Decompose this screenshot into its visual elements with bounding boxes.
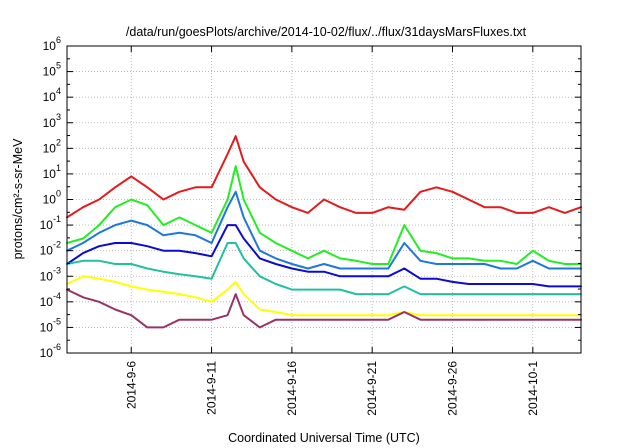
chart-title: /data/run/goesPlots/archive/2014-10-02/f… xyxy=(126,25,527,39)
y-tick-base: 10 xyxy=(43,167,57,181)
x-tick-label: 2014-9-16 xyxy=(285,361,299,416)
y-tick-exponent: -1 xyxy=(53,214,61,224)
x-tick-label: 2014-9-21 xyxy=(365,361,379,416)
y-tick-label: 10-4 xyxy=(40,291,61,309)
series-line-5 xyxy=(66,242,582,296)
y-tick-label: 106 xyxy=(43,35,61,53)
y-tick-base: 10 xyxy=(43,141,57,155)
y-tick-exponent: -3 xyxy=(53,265,61,275)
y-tick-label: 10-1 xyxy=(40,214,61,232)
y-tick-exponent: 3 xyxy=(56,112,61,122)
y-tick-label: 10-6 xyxy=(40,342,61,360)
y-tick-exponent: 6 xyxy=(56,35,61,45)
grid-lines xyxy=(67,46,581,353)
series-lines xyxy=(66,135,582,329)
y-tick-base: 10 xyxy=(43,39,57,53)
y-tick-base: 10 xyxy=(43,65,57,79)
y-tick-exponent: -4 xyxy=(53,291,61,301)
y-tick-base: 10 xyxy=(40,346,54,360)
series-line-1 xyxy=(66,135,582,219)
series-line-3 xyxy=(66,190,582,270)
x-tick-label: 2014-10-1 xyxy=(526,361,540,416)
y-tick-label: 105 xyxy=(43,61,61,79)
x-axis-ticks: 2014-9-6 2014-9-11 2014-9-16 2014-9-21 2014-… xyxy=(124,46,540,416)
y-tick-base: 10 xyxy=(40,244,54,258)
x-axis-label: Coordinated Universal Time (UTC) xyxy=(228,431,420,445)
y-tick-label: 10-3 xyxy=(40,265,61,283)
y-axis-ticks: 10-610-510-410-310-210-11001011021031041… xyxy=(40,35,581,360)
y-tick-label: 103 xyxy=(43,112,61,130)
y-tick-base: 10 xyxy=(43,90,57,104)
y-tick-label: 102 xyxy=(43,137,61,155)
y-tick-exponent: -2 xyxy=(53,240,61,250)
y-tick-exponent: 4 xyxy=(56,86,61,96)
y-tick-base: 10 xyxy=(40,218,54,232)
y-tick-exponent: -6 xyxy=(53,342,61,352)
y-tick-label: 10-5 xyxy=(40,316,61,334)
y-tick-base: 10 xyxy=(43,193,57,207)
y-axis-label: protons/cm²-s-sr-MeV xyxy=(11,138,25,260)
series-line-7 xyxy=(66,288,582,329)
x-tick-label: 2014-9-11 xyxy=(205,361,219,415)
y-tick-label: 10-2 xyxy=(40,240,61,258)
series-line-4 xyxy=(66,224,582,288)
y-tick-label: 104 xyxy=(43,86,61,104)
y-tick-base: 10 xyxy=(43,116,57,130)
y-tick-exponent: 5 xyxy=(56,61,61,71)
y-tick-base: 10 xyxy=(40,295,54,309)
y-tick-base: 10 xyxy=(40,269,54,283)
series-line-2 xyxy=(66,165,582,265)
y-tick-exponent: 0 xyxy=(56,189,61,199)
y-tick-label: 101 xyxy=(43,163,61,181)
x-tick-label: 2014-9-6 xyxy=(124,361,138,409)
y-tick-exponent: -5 xyxy=(53,316,61,326)
y-tick-exponent: 1 xyxy=(56,163,61,173)
y-tick-label: 100 xyxy=(43,189,61,207)
y-tick-base: 10 xyxy=(40,320,54,334)
series-line-6 xyxy=(66,275,582,317)
y-tick-exponent: 2 xyxy=(56,137,61,147)
x-tick-label: 2014-9-26 xyxy=(446,361,460,416)
